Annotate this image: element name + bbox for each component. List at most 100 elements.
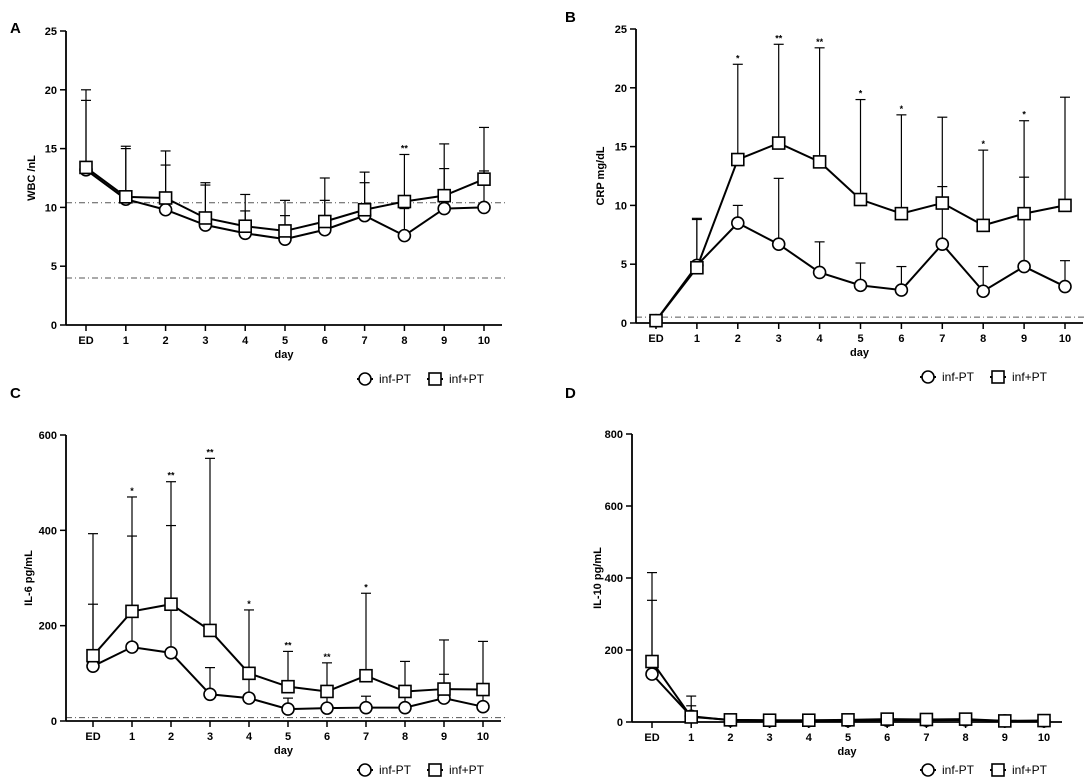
data-point-inf-minus-pt <box>281 702 295 716</box>
data-point-inf-minus-pt <box>158 202 173 217</box>
legend-square-icon <box>428 763 442 777</box>
data-point-inf-plus-pt <box>841 713 855 727</box>
x-tick-label: 8 <box>980 333 986 345</box>
x-tick-label: 7 <box>939 333 945 345</box>
legend-square-icon <box>991 370 1005 384</box>
y-tick-label: 5 <box>51 261 57 273</box>
data-point-inf-plus-pt <box>880 712 895 726</box>
legend-circle-icon <box>358 763 372 777</box>
data-point-inf-plus-pt <box>86 648 100 663</box>
data-point-inf-plus-pt <box>649 313 663 328</box>
y-tick-label: 0 <box>617 717 623 729</box>
data-point-inf-minus-pt <box>976 284 991 299</box>
data-point-inf-plus-pt <box>125 604 139 619</box>
x-tick-label: 9 <box>1002 732 1008 744</box>
data-point-inf-plus-pt <box>723 713 738 727</box>
y-axis-title: CRP mg/dL <box>595 146 607 205</box>
data-point-inf-plus-pt <box>477 172 491 186</box>
significance-marker: * <box>981 139 985 149</box>
data-point-inf-plus-pt <box>476 682 490 697</box>
x-axis-title: day <box>275 349 295 361</box>
significance-marker: ** <box>167 471 175 481</box>
significance-marker: * <box>364 582 368 592</box>
x-tick-label: 2 <box>727 732 733 744</box>
x-tick-label: 5 <box>282 335 288 347</box>
data-point-inf-minus-pt <box>771 237 786 252</box>
significance-marker: * <box>736 53 740 63</box>
x-tick-label: 3 <box>767 732 773 744</box>
legend-label-inf-plus-pt: inf+PT <box>449 372 485 386</box>
data-point-inf-plus-pt <box>317 214 332 229</box>
data-point-inf-minus-pt <box>437 201 452 216</box>
legend-label-inf-minus-pt: inf-PT <box>942 763 975 777</box>
x-tick-label: 6 <box>898 333 904 345</box>
legend-label-inf-plus-pt: inf+PT <box>1012 763 1048 777</box>
data-point-inf-plus-pt <box>1017 206 1031 221</box>
legend-square-icon <box>428 372 442 386</box>
x-tick-label: 8 <box>401 335 407 347</box>
data-point-inf-plus-pt <box>278 224 292 238</box>
significance-marker: * <box>859 89 863 99</box>
y-tick-label: 10 <box>615 200 627 212</box>
data-point-inf-minus-pt <box>164 646 178 660</box>
data-point-inf-plus-pt <box>1037 713 1051 728</box>
data-point-inf-plus-pt <box>690 260 704 275</box>
x-tick-label: 1 <box>694 333 700 345</box>
y-tick-label: 400 <box>605 573 623 585</box>
x-tick-label: 3 <box>202 335 208 347</box>
data-point-inf-plus-pt <box>437 682 451 696</box>
x-tick-label: 10 <box>1059 333 1071 345</box>
data-point-inf-plus-pt <box>398 684 412 699</box>
x-tick-label: 9 <box>441 731 447 743</box>
y-axis-title: WBC /nL <box>26 155 38 201</box>
x-tick-label: 5 <box>285 731 291 743</box>
data-point-inf-plus-pt <box>242 666 256 681</box>
y-tick-label: 20 <box>45 85 57 97</box>
x-tick-label: ED <box>78 335 93 347</box>
panel-a: A 0 5 10 15 20 25 ED 1 2 3 4 5 6 7 8 9 10 day WBC /nL ** inf-… <box>10 20 508 386</box>
legend-circle-icon <box>921 763 935 777</box>
data-point-inf-plus-pt <box>119 190 133 204</box>
data-point-inf-plus-pt <box>976 218 991 233</box>
data-point-inf-plus-pt <box>730 152 745 167</box>
significance-marker: ** <box>284 640 292 650</box>
data-point-inf-minus-pt <box>853 278 868 293</box>
x-axis-title: day <box>850 347 870 359</box>
legend-label-inf-minus-pt: inf-PT <box>942 370 975 384</box>
y-tick-label: 0 <box>51 320 57 332</box>
x-tick-label: 1 <box>129 731 135 743</box>
x-tick-label: 10 <box>478 335 490 347</box>
x-tick-label: ED <box>648 333 663 345</box>
significance-marker: ** <box>816 37 824 47</box>
x-tick-label: 2 <box>735 333 741 345</box>
data-point-inf-minus-pt <box>203 687 217 702</box>
x-tick-label: 5 <box>845 732 851 744</box>
y-tick-label: 400 <box>39 525 57 537</box>
x-tick-label: 8 <box>402 731 408 743</box>
data-point-inf-plus-pt <box>320 684 334 699</box>
y-tick-label: 200 <box>39 621 57 633</box>
significance-marker: ** <box>401 143 409 153</box>
data-point-inf-plus-pt <box>645 654 659 669</box>
data-point-inf-plus-pt <box>853 192 868 207</box>
x-tick-label: 10 <box>1038 732 1050 744</box>
y-tick-label: 600 <box>39 430 57 442</box>
data-point-inf-plus-pt <box>79 160 93 175</box>
data-point-inf-plus-pt <box>281 679 295 694</box>
y-tick-label: 0 <box>51 716 57 728</box>
data-point-inf-plus-pt <box>801 713 816 728</box>
x-tick-label: 10 <box>477 731 489 743</box>
x-tick-label: 5 <box>857 333 863 345</box>
x-tick-label: 9 <box>1021 333 1027 345</box>
panel-letter: A <box>10 20 21 37</box>
data-point-inf-plus-pt <box>684 710 699 724</box>
y-tick-label: 15 <box>45 144 57 156</box>
panel-d: D 0 200 400 600 800 ED 1 2 3 4 5 6 7 8 9 10 day IL-10 pg/m… <box>565 385 1062 777</box>
y-axis-title: IL-6 pg/mL <box>23 550 35 606</box>
x-tick-label: 3 <box>776 333 782 345</box>
data-point-inf-plus-pt <box>958 712 973 726</box>
data-point-inf-minus-pt <box>242 691 256 705</box>
